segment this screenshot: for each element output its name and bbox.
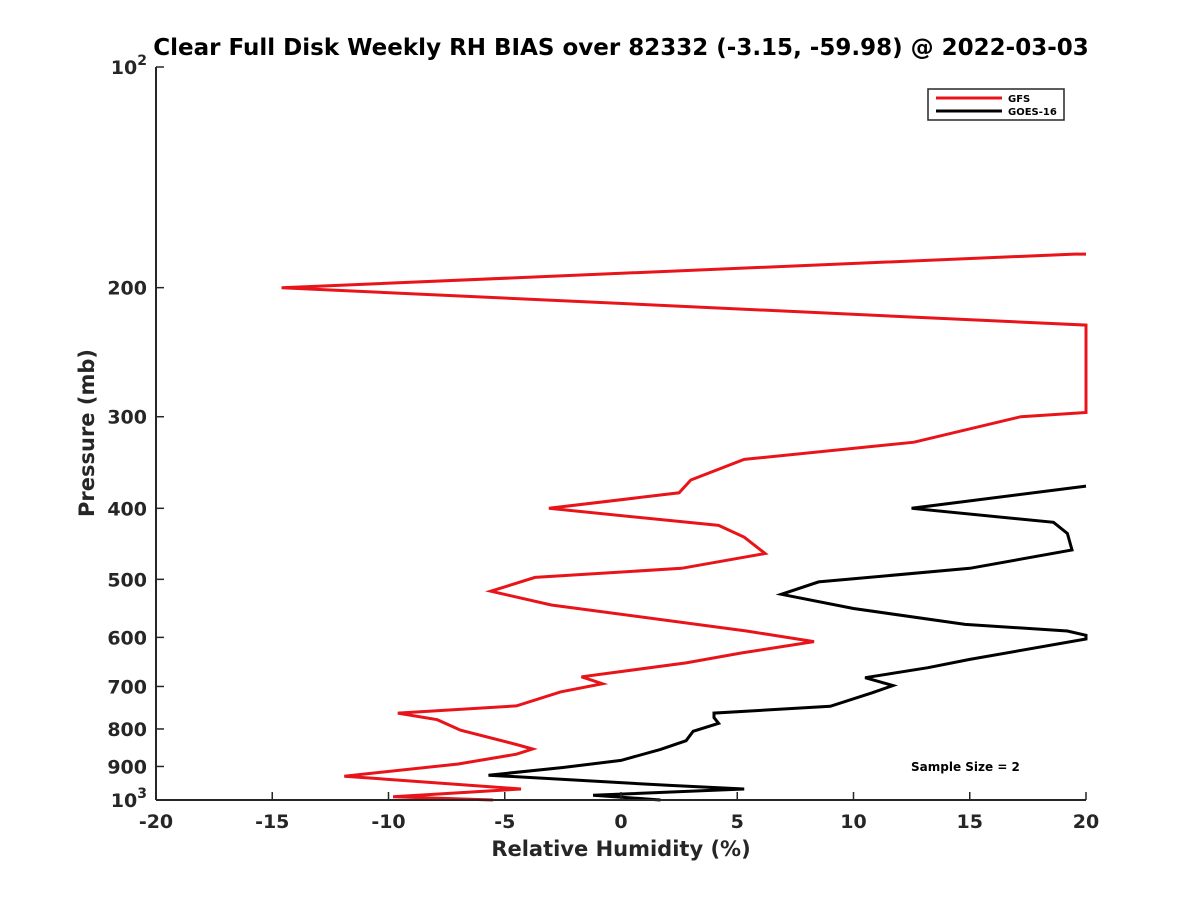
y-tick-label: 900 <box>107 756 147 778</box>
x-axis-label: Relative Humidity (%) <box>491 837 750 861</box>
y-tick-base: 10 <box>111 57 137 79</box>
series-line-gfs <box>281 252 1088 802</box>
y-tick-label: 400 <box>107 498 147 520</box>
series-line-goes-16 <box>488 484 1088 802</box>
y-tick-label: 700 <box>107 676 147 698</box>
y-tick-base: 10 <box>111 790 137 812</box>
legend-label: GFS <box>1008 94 1030 105</box>
x-tick-label: 10 <box>840 811 866 833</box>
series-layer <box>281 252 1088 802</box>
y-tick-exponent: 2 <box>137 53 147 69</box>
sample-size-annotation: Sample Size = 2 <box>911 760 1020 774</box>
y-tick-exponent: 3 <box>137 786 147 802</box>
y-tick-label: 800 <box>107 719 147 741</box>
x-tick-label: 15 <box>957 811 983 833</box>
x-tick-label: -15 <box>255 811 289 833</box>
y-tick-label: 500 <box>107 569 147 591</box>
chart-title: Clear Full Disk Weekly RH BIAS over 8233… <box>153 35 1089 61</box>
y-tick-label: 600 <box>107 627 147 649</box>
x-tick-label: 5 <box>731 811 744 833</box>
y-tick-label: 200 <box>107 278 147 300</box>
x-tick-label: -5 <box>494 811 515 833</box>
y-axis-label: Pressure (mb) <box>75 349 99 517</box>
x-tick-label: -10 <box>371 811 405 833</box>
legend: GFS GOES-16 <box>927 88 1065 121</box>
x-tick-label: 0 <box>614 811 627 833</box>
legend-label: GOES-16 <box>1008 107 1057 118</box>
y-tick-label: 102 <box>111 53 147 79</box>
y-tick-label: 103 <box>111 786 147 812</box>
x-tick-label: 20 <box>1073 811 1099 833</box>
x-ticks: -20 -15 -10 -5 0 5 10 15 20 <box>139 792 1099 833</box>
x-tick-label: -20 <box>139 811 173 833</box>
y-tick-label: 300 <box>107 407 147 429</box>
legend-box <box>927 88 1065 121</box>
